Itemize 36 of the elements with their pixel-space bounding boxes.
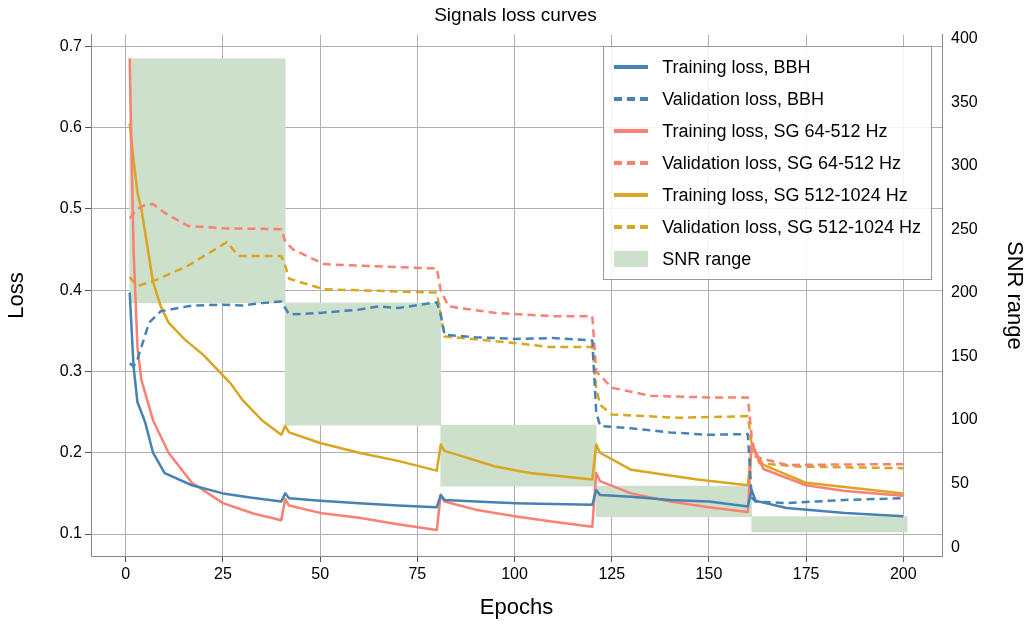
y-tick-label: 0.1 xyxy=(59,524,83,542)
y-tick-label: 0.2 xyxy=(59,443,83,461)
x-tick-label: 100 xyxy=(501,565,528,583)
y-tick-label: 0.6 xyxy=(59,117,83,135)
x-tick-label: 125 xyxy=(598,565,626,583)
legend-label: Validation loss, BBH xyxy=(662,88,824,110)
y2-tick-label: 200 xyxy=(951,283,978,301)
y2-tick-label: 0 xyxy=(951,537,960,555)
y2-tick-label: 250 xyxy=(951,219,978,237)
y2-tick-label: 350 xyxy=(951,92,978,110)
y-axis-title: Loss xyxy=(3,272,29,319)
x-tick-label: 50 xyxy=(311,565,330,583)
y2-axis-title: SNR range xyxy=(1002,240,1028,350)
y-tick-label: 0.3 xyxy=(59,361,83,379)
y2-tick-label: 150 xyxy=(951,346,978,364)
y-tick-label: 0.7 xyxy=(59,36,83,54)
legend-label: Training loss, SG 64-512 Hz xyxy=(662,120,888,142)
legend-label: Validation loss, SG 512-1024 Hz xyxy=(662,216,921,238)
legend-label: Training loss, BBH xyxy=(662,56,811,78)
legend-label: SNR range xyxy=(662,248,752,270)
y2-tick-label: 400 xyxy=(951,29,978,47)
chart-title: Signals loss curves xyxy=(434,3,597,25)
x-tick-label: 25 xyxy=(214,565,232,583)
legend-label: Validation loss, SG 64-512 Hz xyxy=(662,152,901,174)
x-tick-label: 75 xyxy=(408,565,427,583)
x-tick-label: 150 xyxy=(695,565,723,583)
y2-tick-label: 50 xyxy=(951,473,969,491)
y-tick-label: 0.4 xyxy=(59,280,83,298)
y-tick-label: 0.5 xyxy=(59,199,83,217)
x-tick-label: 175 xyxy=(792,565,820,583)
x-tick-label: 0 xyxy=(121,565,131,583)
y2-tick-label: 300 xyxy=(951,156,978,174)
legend-label: Training loss, SG 512-1024 Hz xyxy=(662,184,908,206)
x-axis-title: Epochs xyxy=(479,593,554,619)
x-tick-label: 200 xyxy=(889,565,917,583)
y2-tick-label: 100 xyxy=(951,410,978,428)
